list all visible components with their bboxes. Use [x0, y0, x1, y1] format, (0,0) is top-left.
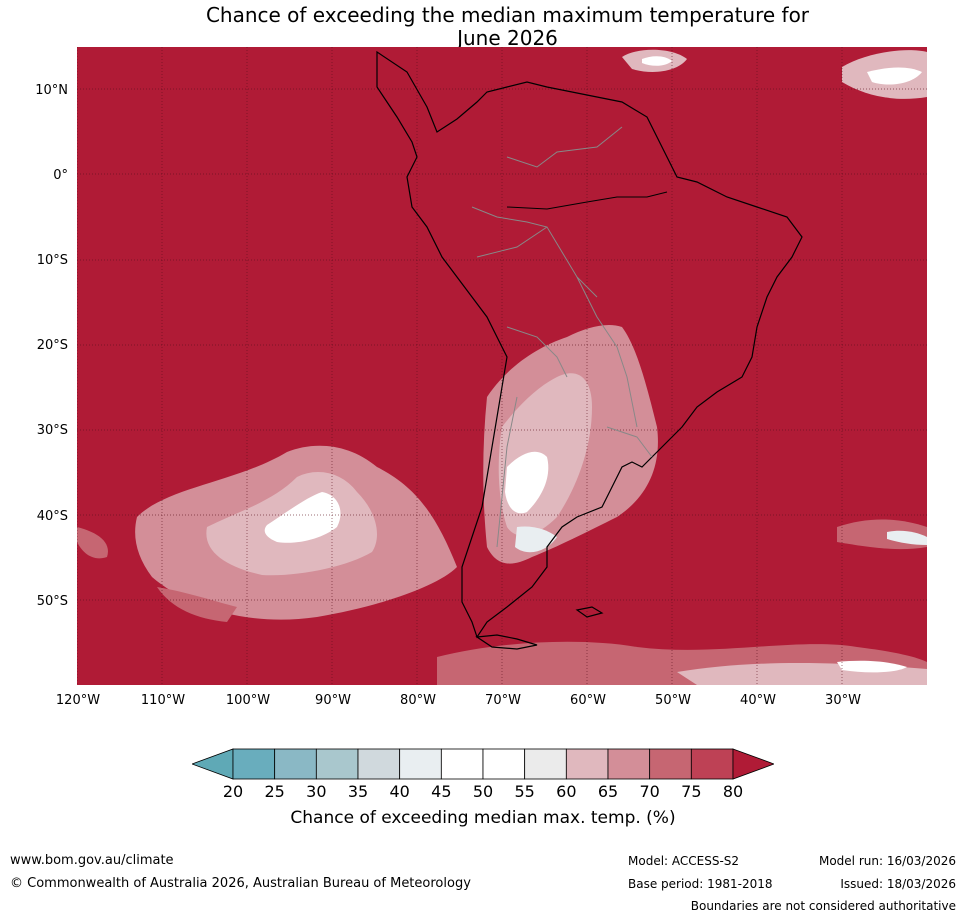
colorbar-tick-label: 50: [472, 782, 494, 801]
colorbar-segment: [274, 748, 317, 780]
pacific-anomaly-region: [77, 445, 457, 622]
south-america-coastline: [376, 50, 803, 639]
colorbar-segment: [399, 748, 442, 780]
tierra-del-fuego: [475, 634, 538, 650]
colorbar-segment: [315, 748, 359, 780]
lon-label-100w: 100°W: [225, 693, 271, 708]
colorbar-tick-label: 70: [639, 782, 660, 801]
graticule: [77, 47, 927, 685]
lon-label-50w: 50°W: [655, 693, 691, 708]
colorbar-tick-label: 20: [222, 782, 244, 801]
disclaimer-text: Boundaries are not considered authoritat…: [690, 899, 956, 913]
colorbar-segment: [690, 748, 734, 780]
colorbar-segment: [565, 748, 609, 780]
colorbar-segment: [440, 748, 484, 780]
lat-label-20s: 20°S: [36, 338, 68, 353]
colorbar-segment: [649, 748, 692, 780]
issued-text: Issued: 18/03/2026: [840, 877, 956, 891]
map-title: Chance of exceeding the median maximum t…: [0, 4, 965, 50]
southern-band-region: [437, 519, 927, 685]
model-run-text: Model run: 16/03/2026: [818, 854, 956, 868]
colorbar-segment: [607, 748, 651, 780]
colorbar-tick-label: 25: [264, 782, 285, 801]
lat-label-30s: 30°S: [36, 423, 68, 438]
colorbar-extend-high: [732, 748, 774, 780]
lon-label-110w: 110°W: [140, 693, 186, 708]
base-period-text: Base period: 1981-2018: [628, 877, 773, 891]
falkland-islands: [575, 606, 604, 618]
colorbar-segment: [524, 748, 567, 780]
lon-label-60w: 60°W: [570, 693, 606, 708]
south-america-anomaly-region: [483, 325, 658, 564]
lat-label-10n: 10°N: [35, 83, 68, 98]
title-line-1: Chance of exceeding the median maximum t…: [205, 3, 810, 27]
lat-label-40s: 40°S: [36, 509, 68, 524]
amazon-river: [506, 191, 668, 210]
colorbar-tick-label: 75: [681, 782, 702, 801]
lat-label-10s: 10°S: [36, 253, 68, 268]
colorbar: [192, 748, 774, 780]
copyright-text: © Commonwealth of Australia 2026, Austra…: [10, 876, 471, 891]
colorbar-tick-label: 60: [556, 782, 577, 801]
colorbar-tick-label: 30: [306, 782, 327, 801]
website-text: www.bom.gov.au/climate: [10, 853, 174, 868]
lon-label-120w: 120°W: [55, 693, 101, 708]
title-line-2: June 2026: [457, 26, 558, 50]
colorbar-tick-label: 35: [347, 782, 369, 801]
colorbar-segment: [482, 748, 526, 780]
northern-patches: [622, 49, 927, 99]
colorbar-tick-label: 45: [431, 782, 452, 801]
probability-map: [77, 47, 927, 685]
lon-label-70w: 70°W: [485, 693, 521, 708]
colorbar-tick-label: 55: [514, 782, 535, 801]
colorbar-label: Chance of exceeding median max. temp. (%…: [290, 808, 676, 828]
lon-label-90w: 90°W: [315, 693, 351, 708]
colorbar-tick-label: 65: [597, 782, 619, 801]
lat-label-0: 0°: [53, 168, 68, 183]
lon-label-30w: 30°W: [825, 693, 861, 708]
lat-label-50s: 50°S: [36, 594, 68, 609]
lon-label-40w: 40°W: [740, 693, 776, 708]
model-text: Model: ACCESS-S2: [628, 854, 740, 868]
lon-label-80w: 80°W: [400, 693, 436, 708]
colorbar-extend-low: [192, 748, 234, 780]
colorbar-segment: [357, 748, 401, 780]
colorbar-tick-label: 40: [389, 782, 410, 801]
colorbar-tick-label: 80: [722, 782, 744, 801]
country-boundaries: [471, 126, 653, 548]
colorbar-segment: [232, 748, 276, 780]
